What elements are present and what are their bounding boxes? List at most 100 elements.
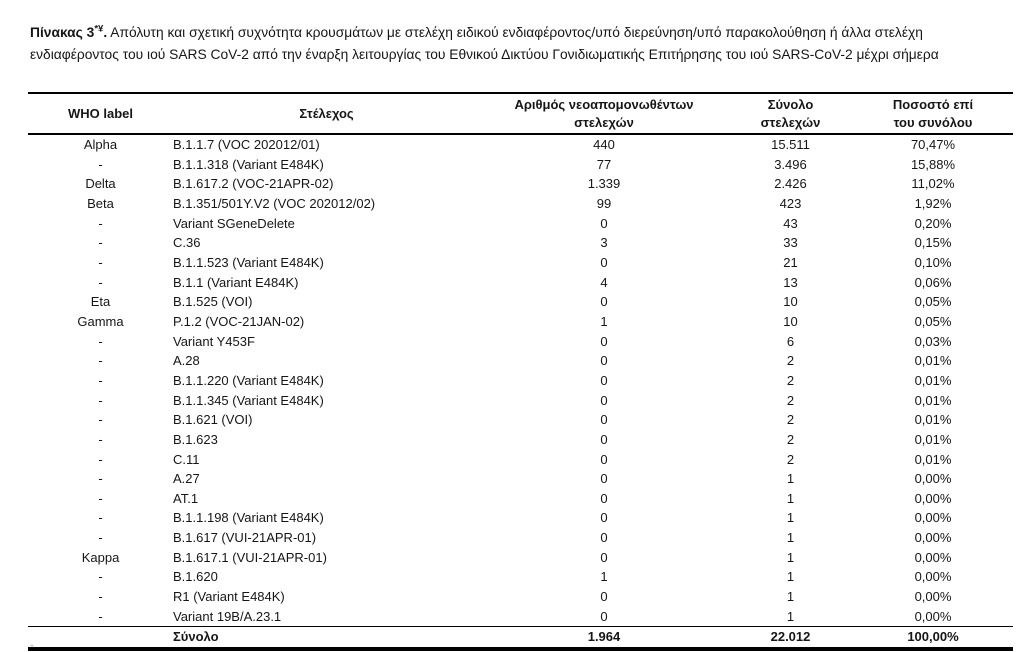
cell-new-isolated: 0: [600, 549, 608, 565]
table-row: Gamma P.1.2 (VOC-21JAN-02) 1 10 0,05%: [28, 312, 1013, 332]
cell-who-label: -: [98, 451, 103, 467]
cell-new-isolated: 0: [600, 510, 608, 526]
total-cell-label: Σύνολο: [173, 626, 480, 652]
cell-total: 6: [786, 333, 795, 349]
table-row: - B.1.1.220 (Variant E484K) 0 2 0,01%: [28, 371, 1013, 391]
table-row: - B.1.1 (Variant E484K) 4 13 0,06%: [28, 273, 1013, 293]
cell-strain: B.1.351/501Y.V2 (VOC 202012/02): [173, 195, 376, 211]
caption-separator: .: [103, 24, 108, 40]
cell-who-label: -: [98, 608, 103, 624]
cell-percent: 0,00%: [914, 589, 952, 605]
table-row: - B.1.1.523 (Variant E484K) 0 21 0,10%: [28, 253, 1013, 273]
variants-table: WHO label Στέλεχος Αριθμός νεοαπομονωθέν…: [28, 92, 1013, 652]
col-header-percent: Ποσοστό επί του συνόλου: [853, 92, 1013, 135]
cell-total: 21: [783, 254, 798, 270]
cell-total: 3.496: [774, 156, 807, 172]
cell-strain: B.1.525 (VOI): [173, 294, 253, 310]
table-row: - C.36 3 33 0,15%: [28, 233, 1013, 253]
table-row: - C.11 0 2 0,01%: [28, 450, 1013, 470]
cell-total: 2: [786, 412, 795, 428]
cell-percent: 0,03%: [914, 333, 952, 349]
table-row: - B.1.621 (VOI) 0 2 0,01%: [28, 410, 1013, 430]
cell-total: 10: [783, 294, 798, 310]
cell-strain: P.1.2 (VOC-21JAN-02): [173, 313, 305, 329]
cell-new-isolated: 4: [600, 274, 608, 290]
cell-who-label: -: [98, 530, 103, 546]
cell-who-label: -: [98, 254, 103, 270]
table-caption: Πίνακας 3*¥. Απόλυτη και σχετική συχνότη…: [30, 22, 992, 66]
cell-new-isolated: 77: [596, 156, 612, 172]
cell-new-isolated: 0: [600, 392, 608, 408]
cell-who-label: -: [98, 392, 103, 408]
cell-percent: 0,06%: [914, 274, 952, 290]
cell-percent: 1,92%: [914, 195, 952, 211]
table-row: - Variant 19B/A.23.1 0 1 0,00%: [28, 607, 1013, 627]
cell-total: 2.426: [774, 176, 807, 192]
cell-percent: 0,01%: [914, 353, 952, 369]
cell-total: 1: [786, 471, 795, 487]
cell-strain: B.1.1.198 (Variant E484K): [173, 510, 324, 526]
cell-percent: 0,00%: [914, 608, 952, 624]
table-row: - B.1.617 (VUI-21APR-01) 0 1 0,00%: [28, 528, 1013, 548]
cell-percent: 15,88%: [910, 156, 956, 172]
cell-new-isolated: 99: [596, 195, 612, 211]
cell-strain: B.1.1.318 (Variant E484K): [173, 156, 324, 172]
table-row: - B.1.620 1 1 0,00%: [28, 567, 1013, 587]
cell-total: 43: [783, 215, 798, 231]
cell-strain: A.27: [173, 471, 200, 487]
cell-new-isolated: 3: [600, 235, 608, 251]
cell-new-isolated: 0: [600, 608, 608, 624]
total-cell-total: 22.012: [728, 626, 853, 652]
cell-strain: R1 (Variant E484K): [173, 589, 285, 605]
cell-who-label: Alpha: [83, 137, 118, 152]
cell-percent: 0,15%: [914, 235, 952, 251]
cell-percent: 0,01%: [914, 372, 952, 388]
table-row: Kappa B.1.617.1 (VUI-21APR-01) 0 1 0,00%: [28, 548, 1013, 568]
cell-who-label: -: [98, 589, 103, 605]
cell-new-isolated: 0: [600, 530, 608, 546]
cell-who-label: -: [98, 372, 103, 388]
cell-who-label: Kappa: [81, 549, 120, 565]
cell-who-label: Eta: [90, 294, 111, 310]
total-row: Σύνολο 1.964 22.012 100,00%: [28, 626, 1013, 652]
cell-new-isolated: 0: [600, 372, 608, 388]
cell-new-isolated: 0: [600, 451, 608, 467]
cell-total: 2: [786, 431, 795, 447]
table-row: - Variant SGeneDelete 0 43 0,20%: [28, 214, 1013, 234]
cell-total: 1: [786, 549, 795, 565]
cell-percent: 11,02%: [911, 176, 955, 192]
cell-strain: B.1.617 (VUI-21APR-01): [173, 530, 317, 546]
cell-total: 1: [786, 510, 795, 526]
table-row: - B.1.1.198 (Variant E484K) 0 1 0,00%: [28, 508, 1013, 528]
cell-who-label: -: [98, 333, 103, 349]
cell-who-label: -: [98, 215, 103, 231]
table-row: - B.1.1.345 (Variant E484K) 0 2 0,01%: [28, 391, 1013, 411]
cell-percent: 0,00%: [914, 530, 952, 546]
cell-total: 1: [786, 490, 795, 506]
cell-strain: B.1.623: [173, 431, 218, 447]
cell-new-isolated: 440: [593, 137, 615, 152]
table-row: - B.1.1.318 (Variant E484K) 77 3.496 15,88%: [28, 155, 1013, 175]
cell-new-isolated: 1: [600, 569, 608, 585]
cell-who-label: -: [98, 471, 103, 487]
cell-strain: C.36: [173, 235, 201, 251]
cell-percent: 0,01%: [914, 431, 952, 447]
cell-who-label: Delta: [85, 176, 116, 192]
cell-percent: 0,00%: [914, 490, 952, 506]
col-header-new-isolated: Αριθμός νεοαπομονωθέντων στελεχών: [480, 92, 728, 135]
table-body: Alpha B.1.1.7 (VOC 202012/01) 440 15.511 70,…: [28, 134, 1013, 627]
cell-total: 423: [779, 195, 802, 211]
total-cell-new-isolated: 1.964: [480, 626, 728, 652]
cell-who-label: -: [98, 353, 103, 369]
cell-strain: C.11: [173, 451, 200, 467]
cell-who-label: -: [98, 156, 103, 172]
cell-strain: Variant Y453F: [173, 333, 255, 349]
table-row: - AT.1 0 1 0,00%: [28, 489, 1013, 509]
cell-percent: 0,20%: [914, 215, 952, 231]
cell-percent: 0,00%: [914, 471, 952, 487]
cell-total: 1: [786, 530, 795, 546]
table-header: WHO label Στέλεχος Αριθμός νεοαπομονωθέν…: [28, 92, 1013, 135]
cell-strain: B.1.1.523 (Variant E484K): [173, 254, 324, 270]
cell-total: 2: [786, 353, 795, 369]
